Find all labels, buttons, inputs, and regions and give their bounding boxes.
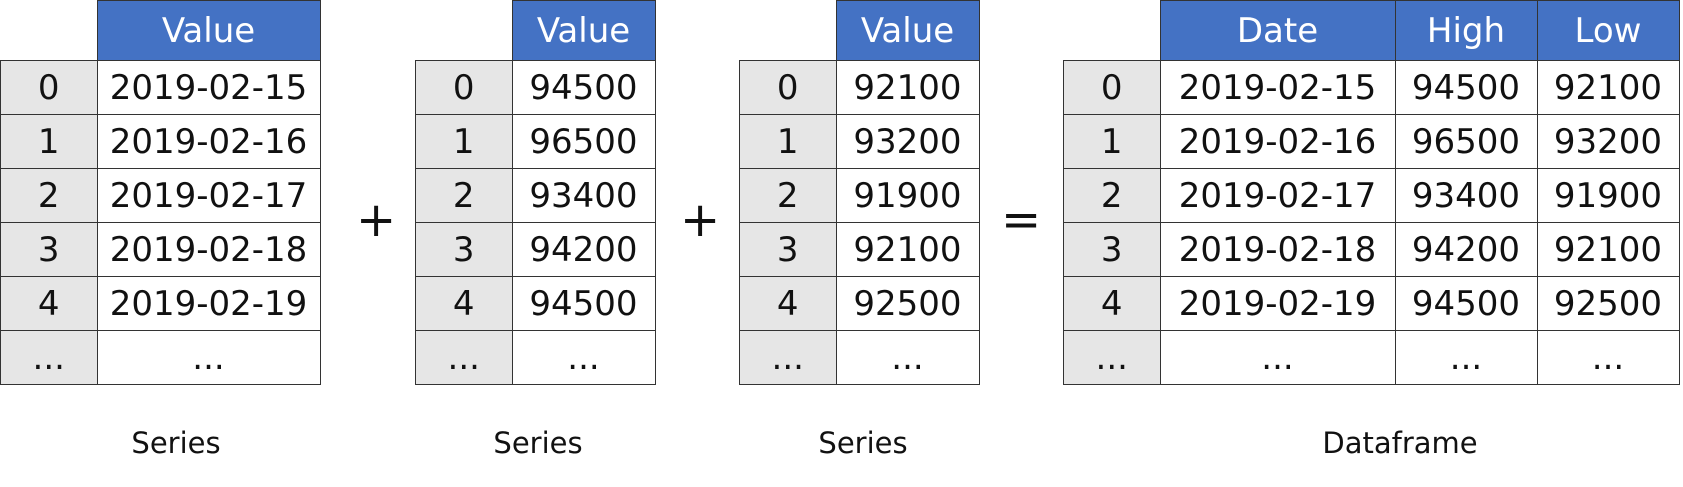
dataframe-cell: 2019-02-19 <box>1159 276 1396 331</box>
series-cell: 91900 <box>835 168 980 223</box>
dataframe-cell: 92500 <box>1536 276 1680 331</box>
index-cell: 1 <box>0 114 98 169</box>
series-cell: 2019-02-15 <box>96 60 321 115</box>
index-cell: 4 <box>415 276 513 331</box>
index-cell: 4 <box>1063 276 1161 331</box>
dataframe-header-high: High <box>1394 0 1538 61</box>
dataframe-table: Date High Low 0 2019-02-15 94500 92100 1… <box>1063 0 1680 385</box>
series-cell: ... <box>835 330 980 385</box>
series-header: Value <box>835 0 980 61</box>
index-cell: ... <box>415 330 513 385</box>
series-table-3: Value 0 92100 1 93200 2 91900 3 92100 4 92500… <box>739 0 980 385</box>
dataframe-cell: ... <box>1394 330 1538 385</box>
dataframe-header-low: Low <box>1536 0 1680 61</box>
equals-operator: = <box>1001 192 1042 248</box>
series-cell: 94500 <box>511 276 656 331</box>
series-table-2: Value 0 94500 1 96500 2 93400 3 94200 4 94500… <box>415 0 656 385</box>
dataframe-cell: 94500 <box>1394 60 1538 115</box>
index-cell: ... <box>1063 330 1161 385</box>
index-cell: ... <box>0 330 98 385</box>
index-cell: 3 <box>0 222 98 277</box>
dataframe-cell: 2019-02-18 <box>1159 222 1396 277</box>
index-header-empty <box>1064 1 1161 61</box>
index-cell: 2 <box>0 168 98 223</box>
index-cell: 3 <box>1063 222 1161 277</box>
series-cell: ... <box>511 330 656 385</box>
dataframe-cell: 91900 <box>1536 168 1680 223</box>
dataframe-cell: 2019-02-17 <box>1159 168 1396 223</box>
series-header: Value <box>96 0 321 61</box>
index-cell: 4 <box>0 276 98 331</box>
series-cell: 2019-02-17 <box>96 168 321 223</box>
index-cell: 1 <box>415 114 513 169</box>
series-cell: 96500 <box>511 114 656 169</box>
index-cell: 2 <box>415 168 513 223</box>
series-cell: 2019-02-18 <box>96 222 321 277</box>
series-cell: ... <box>96 330 321 385</box>
series-cell: 94200 <box>511 222 656 277</box>
dataframe-cell: 2019-02-16 <box>1159 114 1396 169</box>
dataframe-cell: 93200 <box>1536 114 1680 169</box>
series-cell: 93400 <box>511 168 656 223</box>
dataframe-cell: ... <box>1536 330 1680 385</box>
dataframe-cell: 93400 <box>1394 168 1538 223</box>
series-caption-3: Series <box>818 426 908 460</box>
dataframe-cell: 96500 <box>1394 114 1538 169</box>
index-cell: 0 <box>0 60 98 115</box>
dataframe-caption: Dataframe <box>1322 426 1478 460</box>
index-cell: 1 <box>1063 114 1161 169</box>
dataframe-cell: 2019-02-15 <box>1159 60 1396 115</box>
dataframe-cell: 94200 <box>1394 222 1538 277</box>
series-table-1: Value 0 2019-02-15 1 2019-02-16 2 2019-02-1… <box>0 0 321 385</box>
series-cell: 2019-02-16 <box>96 114 321 169</box>
dataframe-cell: 94500 <box>1394 276 1538 331</box>
index-header-empty <box>416 1 513 61</box>
series-cell: 92500 <box>835 276 980 331</box>
series-caption-2: Series <box>493 426 583 460</box>
index-cell: 3 <box>415 222 513 277</box>
index-cell: 1 <box>739 114 837 169</box>
series-cell: 94500 <box>511 60 656 115</box>
plus-operator-1: + <box>356 192 397 248</box>
series-header: Value <box>511 0 656 61</box>
plus-operator-2: + <box>680 192 721 248</box>
series-cell: 92100 <box>835 222 980 277</box>
dataframe-header-date: Date <box>1159 0 1396 61</box>
index-cell: 0 <box>415 60 513 115</box>
index-cell: 2 <box>739 168 837 223</box>
series-cell: 2019-02-19 <box>96 276 321 331</box>
index-header-empty <box>740 1 837 61</box>
series-cell: 93200 <box>835 114 980 169</box>
dataframe-cell: 92100 <box>1536 222 1680 277</box>
index-cell: 0 <box>739 60 837 115</box>
index-cell: 4 <box>739 276 837 331</box>
index-cell: ... <box>739 330 837 385</box>
dataframe-cell: ... <box>1159 330 1396 385</box>
dataframe-cell: 92100 <box>1536 60 1680 115</box>
index-cell: 3 <box>739 222 837 277</box>
index-cell: 2 <box>1063 168 1161 223</box>
index-cell: 0 <box>1063 60 1161 115</box>
series-cell: 92100 <box>835 60 980 115</box>
series-caption-1: Series <box>131 426 221 460</box>
index-header-empty <box>1 1 98 61</box>
